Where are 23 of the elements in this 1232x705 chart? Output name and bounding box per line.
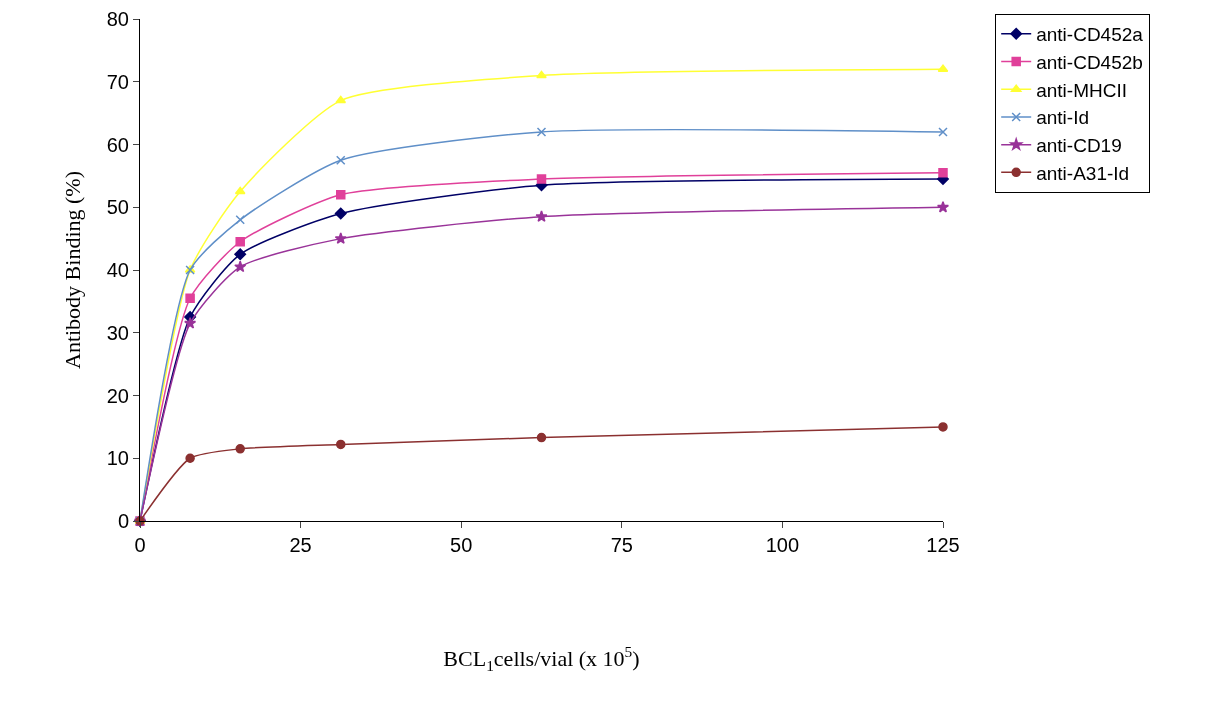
legend-label: anti-MHCII <box>1036 79 1127 101</box>
x-tick-label: 25 <box>289 534 312 556</box>
y-tick-label: 40 <box>106 259 129 281</box>
y-tick-label: 20 <box>106 384 129 407</box>
legend-label: anti-Id <box>1036 107 1090 129</box>
legend-label: anti-CD452b <box>1036 51 1143 73</box>
y-tick-label: 60 <box>106 133 129 156</box>
y-axis-title: Antibody Binding (%) <box>59 171 85 369</box>
legend-label: anti-CD452a <box>1036 24 1144 46</box>
y-tick-label: 70 <box>106 70 129 93</box>
legend-label: anti-CD19 <box>1036 135 1122 157</box>
x-tick-label: 100 <box>765 534 800 556</box>
y-tick-label: 50 <box>106 196 129 219</box>
y-tick-label: 80 <box>106 8 129 30</box>
x-tick-label: 0 <box>134 534 146 556</box>
y-tick-label: 10 <box>106 447 129 470</box>
y-tick-label: 0 <box>117 510 129 532</box>
legend-label: anti-A31-Id <box>1036 162 1130 184</box>
x-tick-label: 50 <box>450 534 473 556</box>
x-axis-title: BCL$_{1}$cells/vial (x 10$^{5}$) <box>443 642 640 674</box>
x-tick-label: 125 <box>926 534 960 556</box>
x-tick-label: 75 <box>610 534 633 556</box>
y-tick-label: 30 <box>106 321 129 344</box>
